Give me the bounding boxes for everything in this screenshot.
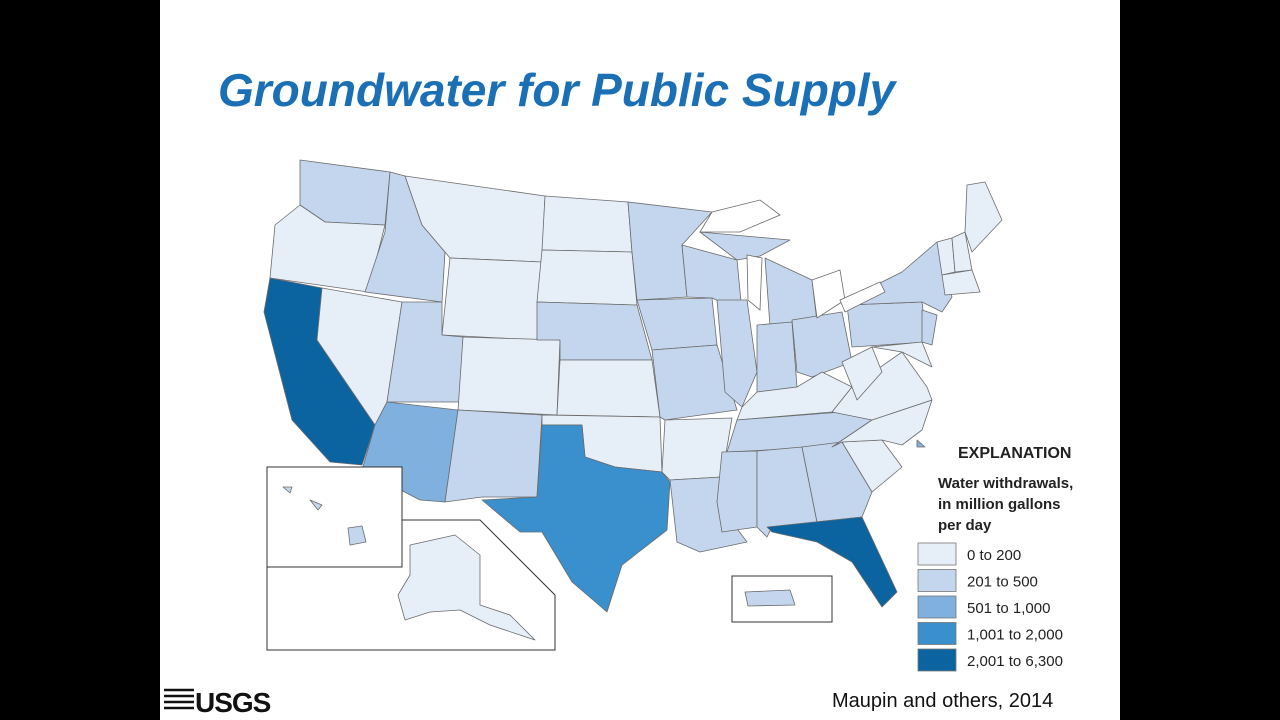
state: [964, 181, 1003, 253]
legend-subtitle: Water withdrawals,: [938, 475, 1073, 492]
legend: EXPLANATION Water withdrawals, in millio…: [917, 445, 1073, 672]
state: [801, 441, 873, 523]
state: [744, 589, 796, 607]
state: [481, 424, 671, 613]
state: [716, 299, 758, 408]
state: [941, 269, 981, 296]
state: [541, 195, 633, 253]
map: [263, 159, 1003, 651]
state: [846, 301, 928, 348]
legend-label: 2,001 to 6,300: [967, 653, 1063, 670]
legend-swatch: [917, 595, 957, 619]
logo-text: USGS: [195, 687, 271, 718]
state: [916, 439, 926, 448]
legend-label: 1,001 to 2,000: [967, 627, 1063, 644]
state: [556, 359, 661, 418]
legend-swatch: [917, 569, 957, 592]
state: [309, 499, 323, 511]
state: [841, 346, 883, 401]
lake: [746, 254, 763, 311]
state: [756, 321, 798, 393]
state: [536, 249, 638, 306]
legend-swatch: [917, 648, 957, 672]
legend-swatch: [917, 542, 957, 566]
lake: [699, 199, 781, 233]
legend-swatch: [917, 622, 957, 645]
state: [347, 525, 367, 546]
hawaii-inset: [266, 466, 403, 568]
legend-subtitle: in million gallons: [938, 496, 1061, 513]
state: [921, 309, 938, 346]
state: [441, 257, 543, 341]
legend-heading: EXPLANATION: [958, 445, 1071, 462]
state: [871, 341, 933, 368]
legend-label: 201 to 500: [967, 574, 1038, 591]
state: [791, 311, 853, 378]
usgs-logo: USGS: [164, 687, 272, 718]
state: [716, 450, 758, 533]
slide-title: Groundwater for Public Supply: [218, 64, 898, 116]
legend-label: 0 to 200: [967, 547, 1021, 564]
state: [397, 534, 536, 641]
state: [699, 231, 791, 261]
state: [282, 486, 293, 494]
legend-label: 501 to 1,000: [967, 600, 1050, 617]
legend-subtitle: per day: [938, 517, 992, 534]
state: [766, 516, 898, 608]
citation: Maupin and others, 2014: [832, 690, 1053, 712]
state: [651, 344, 738, 421]
state: [457, 336, 561, 416]
state: [444, 409, 543, 503]
lake: [839, 281, 886, 313]
